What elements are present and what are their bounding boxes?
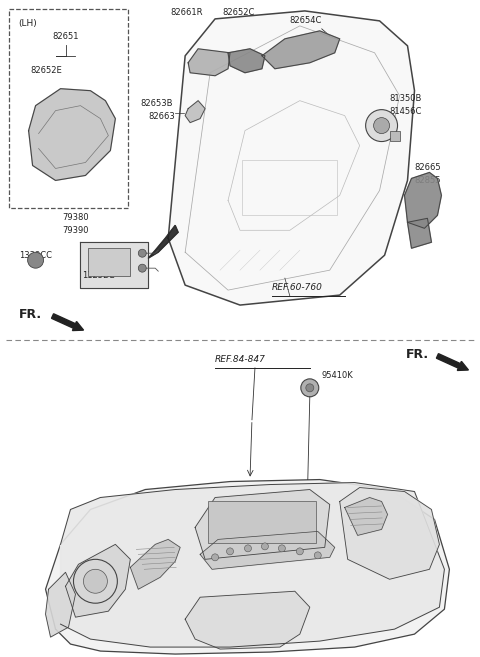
Polygon shape [130, 539, 180, 589]
Polygon shape [340, 487, 439, 579]
Polygon shape [60, 482, 444, 647]
Polygon shape [29, 89, 115, 181]
Circle shape [244, 545, 252, 552]
Text: 1125DL: 1125DL [83, 271, 115, 280]
Polygon shape [390, 131, 399, 141]
Polygon shape [81, 242, 148, 288]
Text: 81456C: 81456C [390, 106, 422, 116]
Text: 82651: 82651 [52, 32, 79, 41]
Text: 82654C: 82654C [290, 16, 322, 25]
Polygon shape [185, 101, 205, 123]
Circle shape [373, 118, 390, 133]
Polygon shape [46, 572, 75, 637]
Circle shape [296, 548, 303, 555]
Circle shape [301, 379, 319, 397]
Text: 82665: 82665 [415, 164, 441, 172]
Circle shape [212, 554, 218, 561]
Text: 81350B: 81350B [390, 94, 422, 102]
Text: REF.84-847: REF.84-847 [215, 355, 266, 364]
Text: 82653B: 82653B [140, 99, 173, 108]
Polygon shape [188, 49, 230, 76]
Text: 82663: 82663 [148, 112, 175, 121]
Polygon shape [65, 545, 130, 617]
Circle shape [227, 548, 233, 555]
Text: 82652C: 82652C [222, 8, 254, 17]
Circle shape [28, 252, 44, 268]
Circle shape [366, 110, 397, 141]
Circle shape [278, 545, 286, 552]
Text: 79380: 79380 [62, 214, 89, 222]
Polygon shape [228, 49, 265, 73]
Text: 95410K: 95410K [322, 371, 353, 380]
Circle shape [84, 570, 108, 593]
Bar [242, 160, 336, 215]
Polygon shape [405, 172, 442, 228]
Text: 1339CC: 1339CC [19, 251, 52, 260]
Bar [9, 9, 128, 208]
Text: FR.: FR. [406, 348, 429, 361]
Polygon shape [46, 480, 449, 654]
Polygon shape [408, 218, 432, 248]
Circle shape [138, 264, 146, 272]
Circle shape [314, 552, 321, 559]
Text: 82652E: 82652E [31, 66, 62, 75]
Bar [208, 501, 316, 543]
Polygon shape [200, 532, 335, 570]
Circle shape [138, 249, 146, 257]
Text: 79390: 79390 [62, 226, 89, 235]
Polygon shape [262, 31, 340, 69]
Circle shape [306, 384, 314, 392]
Polygon shape [148, 225, 178, 258]
FancyArrow shape [51, 314, 84, 330]
Polygon shape [195, 489, 330, 559]
Bar [88, 248, 130, 276]
Text: (LH): (LH) [19, 19, 37, 28]
Text: 82661R: 82661R [170, 8, 203, 17]
Text: REF.60-760: REF.60-760 [272, 283, 323, 292]
Polygon shape [345, 497, 387, 535]
FancyArrow shape [436, 353, 468, 371]
Polygon shape [168, 11, 415, 305]
Text: FR.: FR. [19, 308, 42, 321]
Circle shape [262, 543, 268, 550]
Text: 82855: 82855 [415, 177, 441, 185]
Polygon shape [185, 591, 310, 649]
